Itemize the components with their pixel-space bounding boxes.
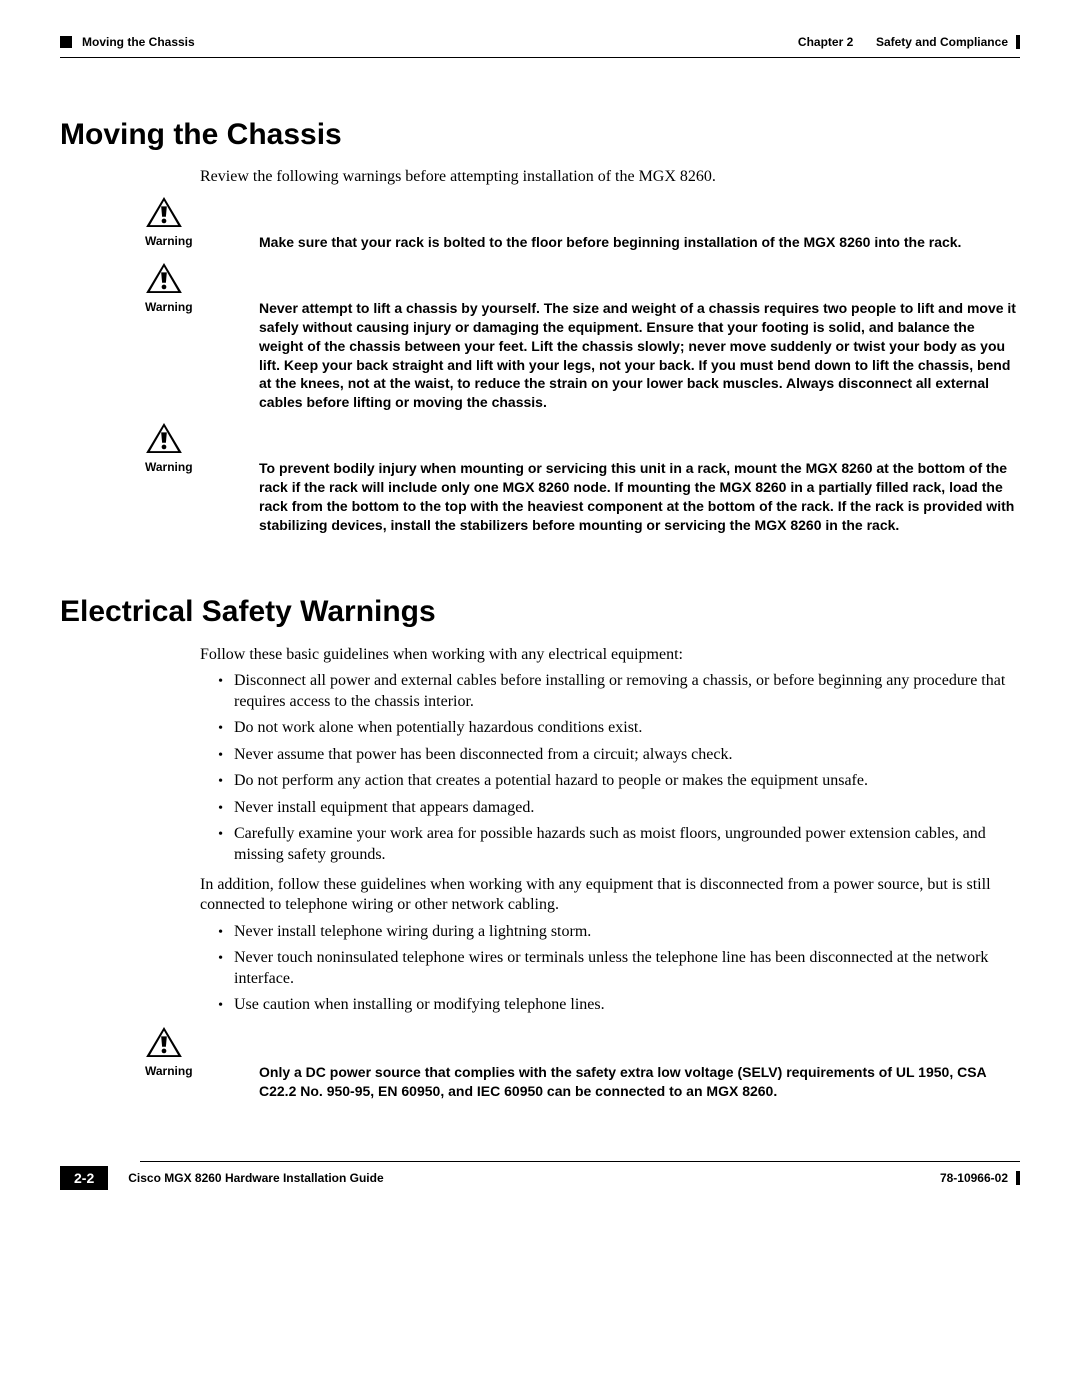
page-number: 2-2 — [60, 1166, 108, 1190]
footer-rule — [140, 1161, 1020, 1162]
electrical-intro: Follow these basic guidelines when worki… — [200, 645, 1020, 665]
warning-block-3: Warning To prevent bodily injury when mo… — [145, 422, 1020, 535]
electrical-list-1: Disconnect all power and external cables… — [200, 671, 1020, 865]
page-header: Moving the Chassis Chapter 2 Safety and … — [60, 35, 1020, 49]
electrical-list-2: Never install telephone wiring during a … — [200, 922, 1020, 1016]
electrical-para-2: In addition, follow these guidelines whe… — [200, 875, 1020, 916]
section-title-electrical: Electrical Safety Warnings — [60, 595, 1020, 629]
section-title-moving: Moving the Chassis — [60, 118, 1020, 152]
header-chapter-label: Chapter 2 — [798, 35, 853, 49]
list-item: Do not work alone when potentially hazar… — [230, 718, 1020, 738]
warning-text: To prevent bodily injury when mounting o… — [259, 459, 1020, 535]
list-item: Do not perform any action that creates a… — [230, 771, 1020, 791]
warning-label: Warning — [145, 233, 259, 248]
list-item: Use caution when installing or modifying… — [230, 995, 1020, 1015]
warning-icon — [145, 262, 183, 294]
list-item: Disconnect all power and external cables… — [230, 671, 1020, 712]
footer-doc-number: 78-10966-02 — [940, 1171, 1008, 1185]
header-rule — [60, 57, 1020, 58]
list-item: Carefully examine your work area for pos… — [230, 824, 1020, 865]
warning-block-2: Warning Never attempt to lift a chassis … — [145, 262, 1020, 412]
page-footer: 2-2 Cisco MGX 8260 Hardware Installation… — [60, 1161, 1020, 1190]
warning-block-1: Warning Make sure that your rack is bolt… — [145, 196, 1020, 252]
warning-label: Warning — [145, 1063, 259, 1078]
warning-text: Never attempt to lift a chassis by yours… — [259, 299, 1020, 412]
warning-block-electrical: Warning Only a DC power source that comp… — [145, 1026, 1020, 1101]
footer-end-bar — [1016, 1171, 1020, 1185]
warning-text: Make sure that your rack is bolted to th… — [259, 233, 1020, 252]
warning-label: Warning — [145, 299, 259, 314]
list-item: Never assume that power has been disconn… — [230, 745, 1020, 765]
footer-guide-title: Cisco MGX 8260 Hardware Installation Gui… — [128, 1171, 383, 1185]
warning-icon — [145, 196, 183, 228]
warning-icon — [145, 1026, 183, 1058]
warning-text: Only a DC power source that complies wit… — [259, 1063, 1020, 1101]
moving-intro: Review the following warnings before att… — [200, 168, 1020, 186]
header-end-bar — [1016, 35, 1020, 49]
header-section-crumb: Moving the Chassis — [82, 35, 195, 49]
list-item: Never touch noninsulated telephone wires… — [230, 948, 1020, 989]
warning-icon — [145, 422, 183, 454]
list-item: Never install telephone wiring during a … — [230, 922, 1020, 942]
list-item: Never install equipment that appears dam… — [230, 798, 1020, 818]
warning-label: Warning — [145, 459, 259, 474]
header-chapter-title: Safety and Compliance — [876, 35, 1008, 49]
header-marker — [60, 36, 72, 48]
